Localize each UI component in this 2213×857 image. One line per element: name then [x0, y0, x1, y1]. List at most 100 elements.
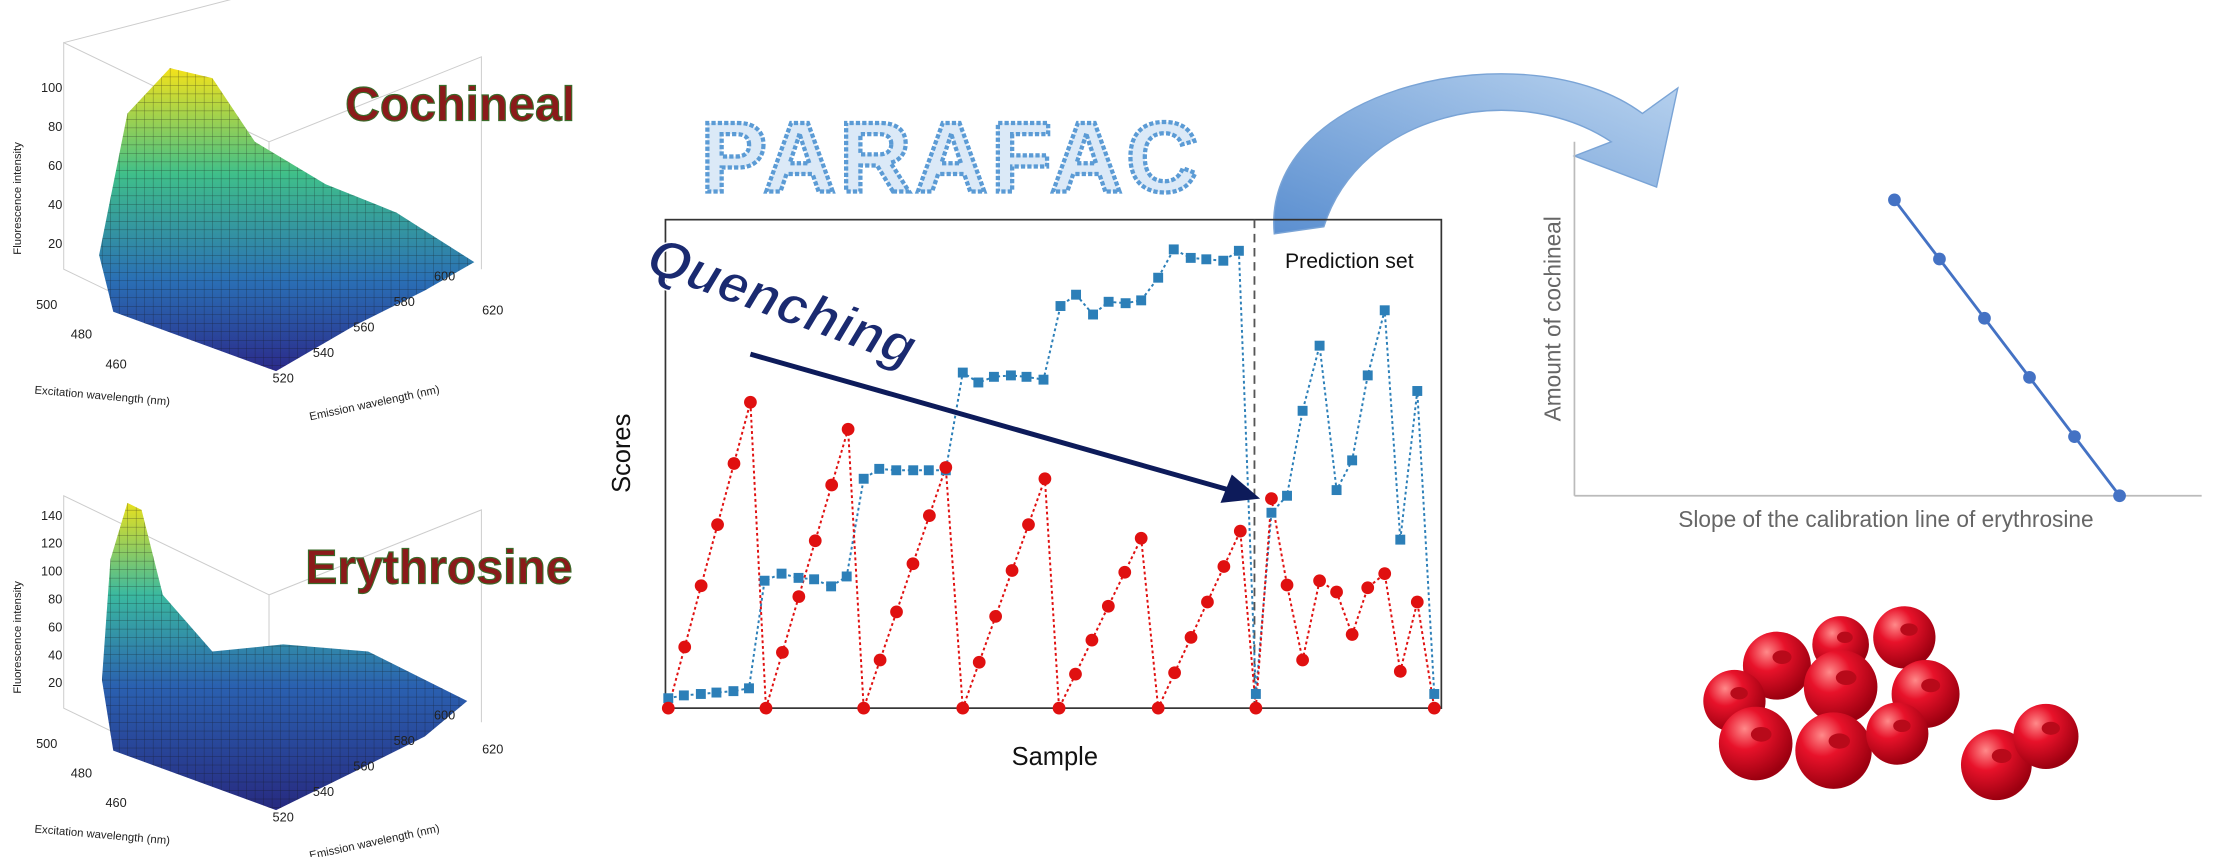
calibration-point: [2023, 371, 2036, 384]
score-point: [989, 610, 1003, 623]
score-point: [1022, 518, 1035, 532]
score-point: [825, 478, 839, 492]
score-point: [1265, 492, 1278, 505]
calibration-point: [1978, 311, 1991, 325]
score-point: [661, 701, 675, 715]
z-tick-label: 20: [48, 236, 62, 251]
score-point: [1005, 564, 1019, 577]
arrow-label: Quenching: [640, 226, 925, 378]
score-point: [1218, 255, 1229, 266]
score-point: [695, 689, 706, 699]
score-point: [1052, 701, 1066, 715]
score-point: [1361, 581, 1375, 595]
score-point: [1313, 574, 1326, 588]
x-tick-label: 620: [482, 303, 503, 318]
cherry-pit: [1730, 687, 1748, 700]
score-point: [1055, 301, 1066, 311]
score-point: [727, 457, 741, 470]
score-point: [759, 575, 770, 586]
score-point: [1362, 370, 1373, 381]
score-point: [793, 572, 804, 583]
x-tick-label: 540: [313, 345, 334, 360]
calibration-point: [2113, 489, 2126, 503]
title: PARAFAC: [701, 102, 1202, 213]
cherry: [1873, 606, 1936, 669]
score-point: [891, 465, 902, 476]
cherry-pit: [1772, 650, 1792, 664]
score-point: [678, 690, 689, 701]
z-tick-label: 20: [48, 675, 62, 690]
score-point: [1038, 374, 1049, 385]
score-point: [1330, 585, 1343, 599]
score-point: [1201, 595, 1214, 609]
score-point: [1379, 305, 1390, 316]
score-point: [1151, 701, 1165, 715]
score-point: [1185, 252, 1196, 263]
cherry: [1803, 650, 1878, 724]
y-axis-label: Excitation wavelength (nm): [34, 824, 171, 848]
score-point: [694, 579, 708, 593]
score-point: [1088, 309, 1099, 320]
cherry-pit: [1900, 623, 1918, 636]
score-point: [711, 687, 722, 698]
panel-label: Cochineal: [345, 78, 575, 132]
score-point: [1120, 298, 1131, 309]
cherry-pit: [1893, 719, 1911, 733]
score-trace: [667, 402, 1436, 712]
arrow-head: [1220, 474, 1261, 503]
score-point: [663, 693, 674, 704]
score-point: [1250, 689, 1261, 699]
score-point: [678, 640, 692, 654]
score-point: [1005, 370, 1016, 381]
cherries: [1703, 606, 2079, 801]
calibration-point: [2068, 430, 2081, 443]
score-point: [1233, 245, 1244, 256]
score-point: [1395, 534, 1406, 545]
z-axis-label: Fluorescence intensity: [12, 142, 24, 255]
x-tick-label: 580: [394, 733, 415, 748]
score-point: [826, 581, 837, 592]
z-tick-label: 100: [41, 564, 62, 579]
score-point: [1429, 689, 1440, 699]
score-point: [1393, 664, 1407, 678]
score-point: [744, 683, 754, 694]
score-point: [1280, 578, 1294, 592]
score-point: [1038, 472, 1052, 486]
quench-arrow: [749, 351, 1236, 494]
score-point: [1345, 628, 1359, 641]
score-point: [857, 701, 871, 715]
cherry: [1718, 706, 1793, 781]
x-tick-label: 560: [353, 320, 374, 335]
calibration-point: [1888, 193, 1901, 207]
score-point: [841, 571, 852, 582]
score-point: [1184, 630, 1198, 644]
x-tick-label: 520: [273, 809, 294, 824]
calibration-plot: [1573, 141, 2202, 503]
score-point: [1378, 567, 1392, 580]
y-axis-label: Scores: [608, 414, 636, 493]
annotation: Prediction set: [1285, 250, 1414, 273]
x-tick-label: 520: [273, 370, 294, 385]
x-axis-label: Emission wavelength (nm): [308, 823, 440, 857]
cherry-pit: [1828, 733, 1850, 749]
y-axis-label: Excitation wavelength (nm): [34, 385, 171, 409]
score-point: [744, 395, 757, 409]
cherry: [2013, 703, 2079, 770]
score-point: [874, 463, 885, 474]
curved-arrow: [1273, 73, 1679, 235]
z-tick-label: 40: [48, 197, 62, 212]
cherry: [1742, 631, 1811, 700]
x-tick-label: 560: [353, 758, 374, 773]
score-point: [1071, 289, 1082, 300]
panel-label: Erythrosine: [305, 541, 572, 595]
score-point: [1233, 524, 1247, 538]
x-axis-label: Slope of the calibration line of erythro…: [1678, 506, 2093, 532]
score-point: [923, 509, 936, 522]
score-point: [858, 473, 869, 484]
score-point: [1069, 667, 1082, 681]
score-point: [1314, 340, 1325, 351]
score-point: [1297, 405, 1308, 416]
score-point: [1136, 295, 1147, 306]
z-tick-label: 120: [41, 536, 62, 551]
